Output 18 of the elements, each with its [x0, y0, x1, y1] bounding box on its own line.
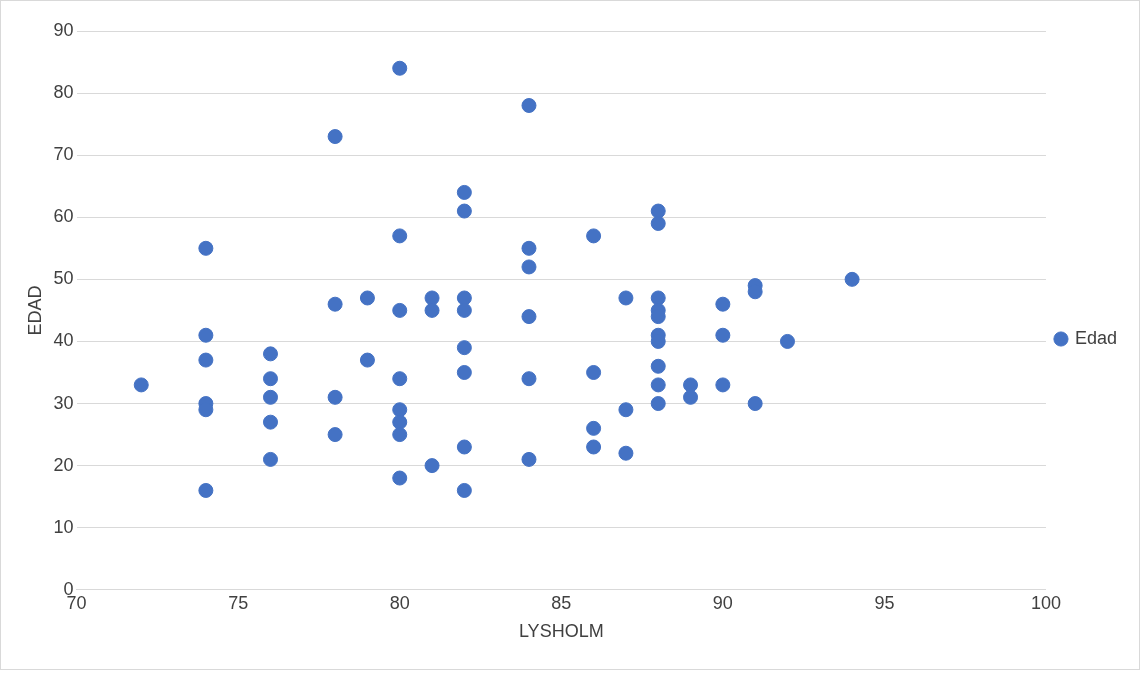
y-tick-label: 60: [53, 206, 74, 227]
x-tick-label: 100: [1030, 592, 1061, 613]
x-tick-label: 95: [874, 592, 895, 613]
y-axis-title: EDAD: [24, 285, 45, 336]
x-tick-label: 85: [551, 592, 572, 613]
legend-label: Edad: [1074, 327, 1118, 348]
y-tick-label: 90: [53, 19, 74, 40]
y-tick-label: 40: [53, 330, 74, 351]
y-tick-label: 80: [53, 82, 74, 103]
y-tick-label: 30: [53, 392, 74, 413]
y-tick-label: 20: [53, 454, 74, 475]
x-tick-label: 90: [712, 592, 733, 613]
x-tick-label: 80: [389, 592, 410, 613]
y-tick-label: 70: [53, 144, 74, 165]
x-axis-title: LYSHOLM: [518, 621, 604, 642]
x-tick-label: 75: [228, 592, 249, 613]
y-tick-label: 10: [53, 516, 74, 537]
y-tick-label: 50: [53, 268, 74, 289]
